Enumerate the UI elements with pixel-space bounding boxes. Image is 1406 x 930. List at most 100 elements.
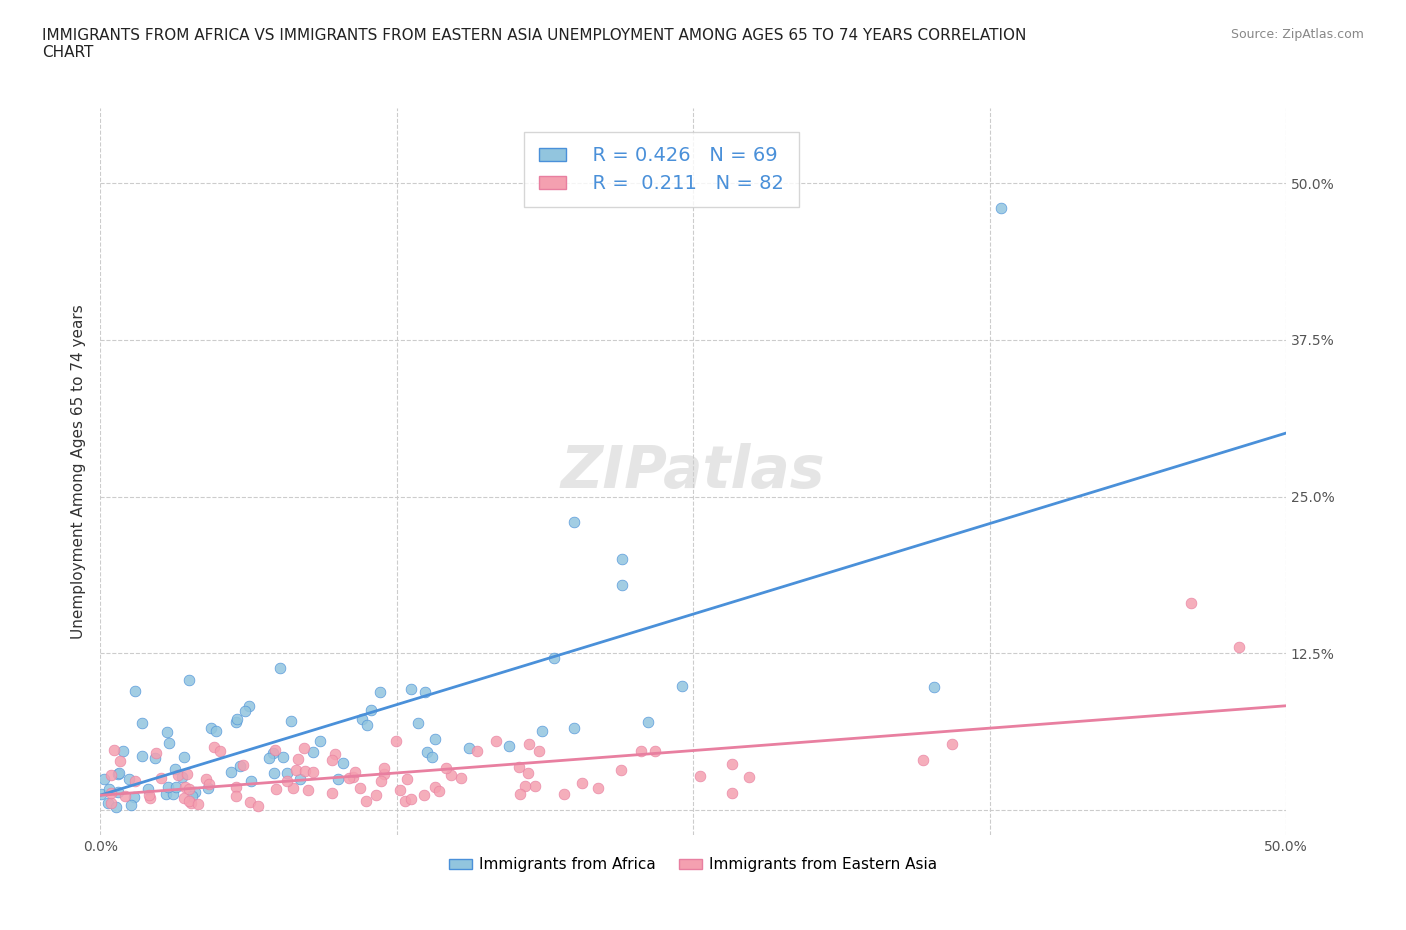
Point bbox=[450, 770, 472, 785]
Point bbox=[356, 793, 378, 808]
Point bbox=[323, 747, 346, 762]
Point bbox=[531, 724, 554, 738]
Point bbox=[413, 684, 436, 699]
Point bbox=[439, 767, 461, 782]
Point bbox=[412, 788, 434, 803]
Point bbox=[124, 684, 146, 698]
Point bbox=[104, 800, 127, 815]
Point bbox=[571, 775, 593, 790]
Point bbox=[233, 704, 256, 719]
Point bbox=[427, 783, 450, 798]
Point bbox=[187, 797, 209, 812]
Point bbox=[107, 766, 129, 781]
Point bbox=[527, 744, 550, 759]
Point bbox=[553, 787, 575, 802]
Point bbox=[373, 761, 395, 776]
Point bbox=[288, 772, 311, 787]
Point bbox=[342, 770, 364, 785]
Point bbox=[415, 745, 437, 760]
Point bbox=[368, 684, 391, 699]
Point bbox=[90, 787, 112, 802]
Point bbox=[485, 734, 508, 749]
Point bbox=[271, 750, 294, 764]
Point bbox=[107, 765, 129, 780]
Point bbox=[420, 750, 443, 764]
Legend: Immigrants from Africa, Immigrants from Eastern Asia: Immigrants from Africa, Immigrants from … bbox=[443, 851, 943, 879]
Point bbox=[219, 764, 242, 779]
Point bbox=[458, 740, 481, 755]
Point bbox=[145, 746, 167, 761]
Point bbox=[181, 789, 204, 804]
Point bbox=[308, 734, 330, 749]
Point bbox=[103, 743, 125, 758]
Point bbox=[637, 714, 659, 729]
Text: IMMIGRANTS FROM AFRICA VS IMMIGRANTS FROM EASTERN ASIA UNEMPLOYMENT AMONG AGES 6: IMMIGRANTS FROM AFRICA VS IMMIGRANTS FRO… bbox=[42, 28, 1026, 60]
Point bbox=[370, 774, 392, 789]
Point bbox=[165, 779, 187, 794]
Point bbox=[287, 751, 309, 766]
Point bbox=[246, 798, 269, 813]
Point bbox=[98, 782, 121, 797]
Point bbox=[508, 759, 530, 774]
Point bbox=[172, 769, 194, 784]
Point bbox=[163, 762, 186, 777]
Point bbox=[229, 759, 252, 774]
Point bbox=[292, 740, 315, 755]
Point bbox=[138, 787, 160, 802]
Point bbox=[232, 758, 254, 773]
Point bbox=[564, 514, 586, 529]
Point bbox=[204, 724, 226, 738]
Point bbox=[332, 755, 354, 770]
Point bbox=[373, 766, 395, 781]
Point bbox=[399, 791, 422, 806]
Point bbox=[337, 771, 360, 786]
Point bbox=[922, 680, 945, 695]
Point bbox=[138, 781, 160, 796]
Point bbox=[689, 768, 711, 783]
Point bbox=[423, 732, 446, 747]
Point bbox=[344, 764, 367, 779]
Point bbox=[562, 721, 585, 736]
Point bbox=[118, 771, 141, 786]
Point bbox=[644, 744, 666, 759]
Point bbox=[349, 780, 371, 795]
Point bbox=[519, 737, 541, 751]
Point bbox=[586, 780, 609, 795]
Point bbox=[385, 733, 408, 748]
Point bbox=[200, 721, 222, 736]
Point bbox=[225, 714, 247, 729]
Point bbox=[990, 201, 1012, 216]
Point bbox=[100, 767, 122, 782]
Point bbox=[209, 744, 232, 759]
Point bbox=[326, 771, 349, 786]
Point bbox=[155, 787, 177, 802]
Point bbox=[107, 785, 129, 800]
Point bbox=[364, 788, 387, 803]
Point bbox=[524, 778, 547, 793]
Point bbox=[281, 780, 304, 795]
Text: ZIPatlas: ZIPatlas bbox=[561, 444, 825, 500]
Point bbox=[423, 779, 446, 794]
Point bbox=[177, 672, 200, 687]
Point bbox=[356, 718, 378, 733]
Point bbox=[124, 773, 146, 788]
Point bbox=[225, 789, 247, 804]
Point bbox=[498, 738, 520, 753]
Point bbox=[156, 779, 179, 794]
Point bbox=[399, 682, 422, 697]
Point bbox=[177, 782, 200, 797]
Point bbox=[280, 714, 302, 729]
Point bbox=[394, 793, 416, 808]
Point bbox=[513, 779, 536, 794]
Point bbox=[321, 752, 343, 767]
Point bbox=[100, 795, 122, 810]
Point bbox=[97, 795, 120, 810]
Point bbox=[721, 756, 744, 771]
Point bbox=[1227, 640, 1250, 655]
Point bbox=[269, 660, 291, 675]
Point bbox=[173, 750, 195, 764]
Point bbox=[294, 764, 316, 778]
Point bbox=[302, 745, 325, 760]
Point bbox=[467, 743, 489, 758]
Point bbox=[174, 779, 197, 794]
